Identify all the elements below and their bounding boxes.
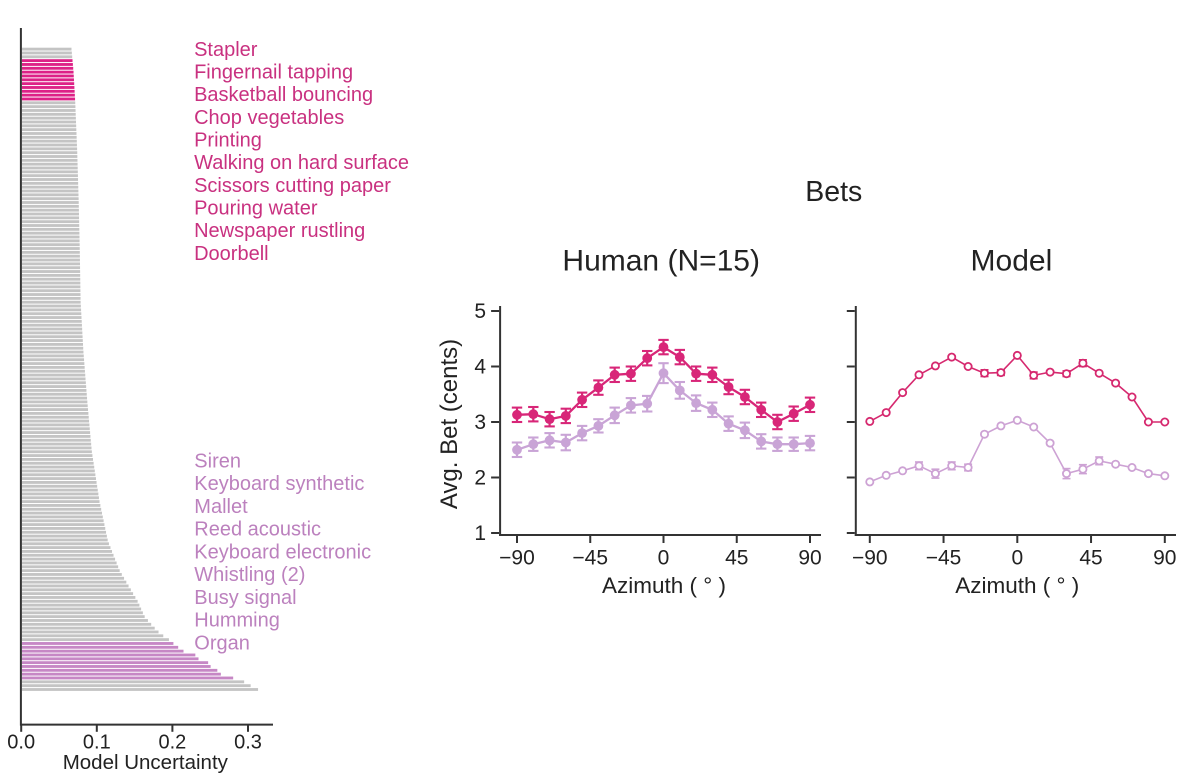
svg-text:Model: Model xyxy=(971,244,1053,277)
svg-text:Humming: Humming xyxy=(194,610,280,632)
svg-text:Avg. Bet (cents): Avg. Bet (cents) xyxy=(436,339,463,509)
svg-text:Azimuth ( ° ): Azimuth ( ° ) xyxy=(955,573,1079,598)
svg-text:1: 1 xyxy=(474,522,486,545)
svg-text:Stapler: Stapler xyxy=(194,39,258,61)
svg-text:Chop vegetables: Chop vegetables xyxy=(194,107,344,129)
svg-text:Basketball bouncing: Basketball bouncing xyxy=(194,84,373,106)
svg-text:−45: −45 xyxy=(572,547,608,570)
svg-text:Scissors cutting paper: Scissors cutting paper xyxy=(194,175,391,197)
svg-text:0: 0 xyxy=(658,547,670,570)
svg-text:0.2: 0.2 xyxy=(158,732,186,754)
svg-text:45: 45 xyxy=(1079,547,1102,570)
svg-text:Newspaper rustling: Newspaper rustling xyxy=(194,220,365,242)
svg-text:Human (N=15): Human (N=15) xyxy=(562,244,760,277)
svg-text:3: 3 xyxy=(474,411,486,434)
svg-text:Keyboard electronic: Keyboard electronic xyxy=(194,541,371,563)
svg-text:Reed acoustic: Reed acoustic xyxy=(194,519,321,541)
svg-text:0.0: 0.0 xyxy=(7,732,35,754)
svg-text:Bets: Bets xyxy=(805,176,862,208)
svg-text:90: 90 xyxy=(1153,547,1176,570)
svg-text:Model Uncertainty: Model Uncertainty xyxy=(63,751,229,774)
svg-text:Fingernail tapping: Fingernail tapping xyxy=(194,62,353,84)
svg-text:0: 0 xyxy=(1011,547,1023,570)
svg-text:−90: −90 xyxy=(499,547,535,570)
svg-text:Keyboard synthetic: Keyboard synthetic xyxy=(194,473,364,495)
svg-text:Doorbell: Doorbell xyxy=(194,243,268,265)
svg-text:Organ: Organ xyxy=(194,632,250,654)
svg-text:Printing: Printing xyxy=(194,130,262,152)
svg-text:0.3: 0.3 xyxy=(234,732,262,754)
svg-text:Whistling (2): Whistling (2) xyxy=(194,564,305,586)
svg-text:Mallet: Mallet xyxy=(194,496,248,518)
svg-text:4: 4 xyxy=(474,356,486,379)
svg-text:90: 90 xyxy=(798,547,821,570)
svg-text:2: 2 xyxy=(474,467,486,490)
svg-text:5: 5 xyxy=(474,300,486,323)
svg-text:Busy signal: Busy signal xyxy=(194,587,296,609)
svg-text:−90: −90 xyxy=(852,547,888,570)
svg-text:−45: −45 xyxy=(926,547,962,570)
svg-text:0.1: 0.1 xyxy=(83,732,111,754)
svg-text:Walking on hard surface: Walking on hard surface xyxy=(194,152,409,174)
svg-text:45: 45 xyxy=(725,547,748,570)
svg-text:Azimuth ( ° ): Azimuth ( ° ) xyxy=(602,573,726,598)
svg-text:Siren: Siren xyxy=(194,450,241,472)
svg-text:Pouring water: Pouring water xyxy=(194,197,318,219)
